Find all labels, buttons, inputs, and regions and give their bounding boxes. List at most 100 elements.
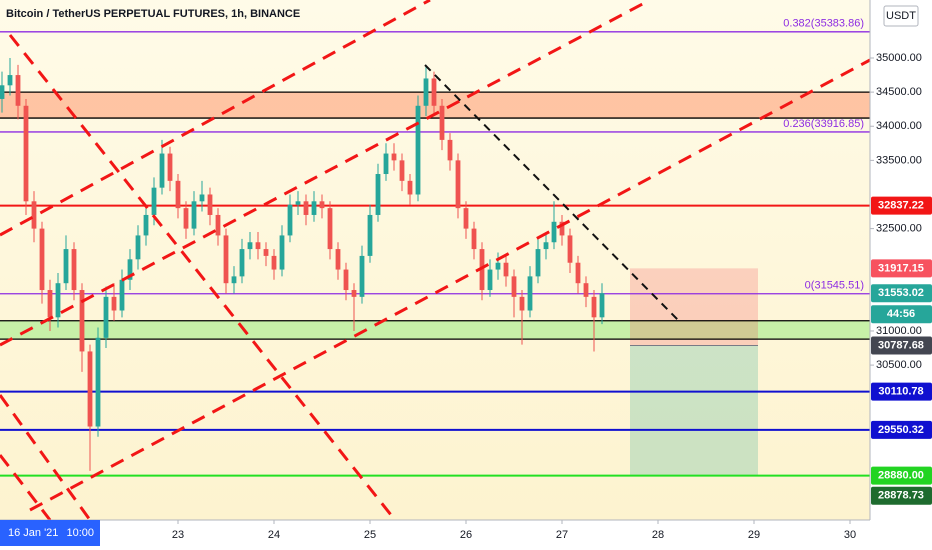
- candle-body: [223, 235, 229, 284]
- candle-body: [119, 279, 125, 311]
- candle-body: [343, 269, 349, 291]
- candle-body: [239, 249, 245, 277]
- x-tick-label: 28: [652, 529, 664, 541]
- price-tag-label: 30110.78: [878, 386, 923, 398]
- candle-body: [471, 228, 477, 250]
- y-tick-label: 34000.00: [876, 120, 922, 132]
- x-tick-label: 29: [748, 529, 760, 541]
- candle-body: [535, 249, 541, 277]
- candle-body: [415, 105, 421, 195]
- candle-body: [399, 160, 405, 181]
- candle-body: [0, 85, 5, 99]
- countdown-tag: [871, 305, 932, 324]
- chart-title: Bitcoin / TetherUS PERPETUAL FUTURES, 1h…: [6, 8, 300, 20]
- fib-label: 0.382(35383.86): [783, 18, 864, 30]
- trendline: [424, 64, 681, 323]
- candle-body: [551, 221, 557, 243]
- candle-body: [63, 249, 69, 284]
- candle-body: [439, 105, 445, 140]
- fib-label: 0(31545.51): [805, 280, 864, 292]
- trendline: [8, 34, 397, 521]
- candle-body: [79, 290, 85, 352]
- trendlines: [0, 0, 871, 521]
- candle-body: [47, 290, 53, 318]
- candle-body: [407, 180, 413, 195]
- trendline: [0, 394, 92, 521]
- x-tick-label: 24: [268, 529, 280, 541]
- candle-body: [15, 75, 21, 106]
- candle-body: [543, 242, 549, 250]
- candle-body: [375, 174, 381, 215]
- candle-body: [367, 214, 373, 256]
- candle-body: [311, 201, 317, 215]
- crosshair-time-box: [0, 520, 100, 546]
- candle-body: [159, 153, 165, 188]
- candle-body: [351, 290, 357, 297]
- time-axis: [0, 520, 870, 550]
- price-tag-label: 32837.22: [878, 200, 924, 212]
- candle-body: [95, 337, 101, 427]
- x-tick-label: 30: [844, 529, 856, 541]
- candle-body: [279, 235, 285, 270]
- candle-body: [511, 276, 517, 297]
- candle-body: [567, 235, 573, 263]
- candle-body: [575, 262, 581, 284]
- candle-body: [71, 249, 77, 291]
- candle-body: [127, 259, 133, 280]
- trendline: [0, 0, 431, 237]
- candle-body: [527, 276, 533, 311]
- candle-body: [191, 201, 197, 229]
- y-tick-label: 34500.00: [876, 86, 922, 98]
- price-tag-label: 28880.00: [878, 470, 924, 482]
- candle-body: [231, 276, 237, 284]
- candle-body: [31, 201, 37, 229]
- candle-body: [263, 249, 269, 256]
- candle-body: [103, 296, 109, 338]
- price-tag: [871, 336, 932, 355]
- x-tick-label: 23: [172, 529, 184, 541]
- candle-body: [7, 75, 13, 86]
- position-risk: [630, 268, 758, 346]
- price-tag-label: 28878.73: [878, 490, 924, 502]
- candle-body: [111, 296, 117, 311]
- candle-body: [247, 242, 253, 250]
- candle-body: [167, 153, 173, 181]
- candle-body: [23, 105, 29, 202]
- candle-body: [215, 214, 221, 236]
- candle-body: [207, 194, 213, 215]
- y-tick-label: 31000.00: [876, 325, 922, 337]
- y-tick-label: 35000.00: [876, 52, 922, 64]
- candle-body: [55, 283, 61, 318]
- candle-body: [319, 201, 325, 209]
- candle-body: [327, 208, 333, 250]
- candle-body: [303, 201, 309, 215]
- candle-body: [199, 194, 205, 202]
- price-tag: [871, 284, 932, 303]
- trendline: [29, 58, 871, 512]
- candle-body: [455, 160, 461, 209]
- currency-label[interactable]: USDT: [886, 10, 916, 22]
- candle-body: [183, 208, 189, 229]
- crosshair-time: 10:00: [66, 527, 94, 539]
- price-tag: [871, 466, 932, 485]
- candle-body: [359, 255, 365, 297]
- candle-body: [287, 204, 293, 236]
- price-tag: [871, 420, 932, 439]
- candle-body: [519, 296, 525, 311]
- zone: [0, 320, 870, 340]
- x-tick-label: 27: [556, 529, 568, 541]
- candle-body: [39, 228, 45, 291]
- candle-body: [423, 78, 429, 106]
- candle-body: [87, 351, 93, 427]
- candle-body: [503, 262, 509, 277]
- candle-body: [151, 187, 157, 215]
- candle-body: [335, 249, 341, 270]
- candle-body: [175, 180, 181, 209]
- candle-body: [271, 255, 277, 270]
- price-tag-label: 29550.32: [878, 424, 924, 436]
- drawings-under: [0, 31, 870, 477]
- price-tag: [871, 196, 932, 215]
- currency-button[interactable]: [883, 5, 919, 27]
- candle-body: [431, 78, 437, 106]
